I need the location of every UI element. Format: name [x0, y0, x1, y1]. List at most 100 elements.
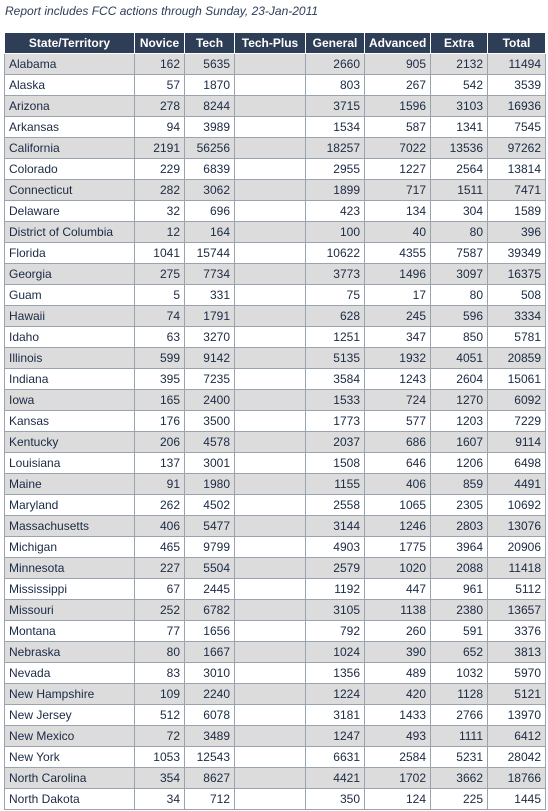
- cell-extra: 2380: [430, 599, 488, 621]
- cell-extra: 304: [430, 200, 488, 222]
- cell-state-territory: Arizona: [4, 95, 135, 117]
- table-row: Kansas 176 3500 1773 577 1203 7229: [4, 410, 546, 432]
- cell-general: 3105: [305, 599, 365, 621]
- cell-general: 3181: [305, 704, 365, 726]
- cell-general: 1899: [305, 179, 365, 201]
- cell-advanced: 447: [364, 578, 431, 600]
- table-row: Iowa 165 2400 1533 724 1270 6092: [4, 389, 546, 411]
- column-header-advanced: Advanced: [364, 32, 431, 54]
- cell-advanced: 347: [364, 326, 431, 348]
- cell-novice: 137: [134, 452, 185, 474]
- cell-total: 18766: [487, 767, 546, 789]
- cell-extra: 542: [430, 74, 488, 96]
- cell-advanced: 245: [364, 305, 431, 327]
- table-row: New Jersey 512 6078 3181 1433 2766 13970: [4, 704, 546, 726]
- cell-novice: 282: [134, 179, 185, 201]
- cell-extra: 596: [430, 305, 488, 327]
- cell-general: 18257: [305, 137, 365, 159]
- table-body: Alabama 162 5635 2660 905 2132 11494 Alaska 57 18…: [4, 53, 546, 810]
- cell-tech-plus: [234, 326, 306, 348]
- cell-state-territory: New Hampshire: [4, 683, 135, 705]
- cell-advanced: 2584: [364, 746, 431, 768]
- cell-state-territory: Guam: [4, 284, 135, 306]
- cell-extra: 225: [430, 788, 488, 810]
- cell-general: 1192: [305, 578, 365, 600]
- cell-tech-plus: [234, 767, 306, 789]
- cell-advanced: 905: [364, 53, 431, 75]
- cell-total: 5121: [487, 683, 546, 705]
- cell-state-territory: New Jersey: [4, 704, 135, 726]
- cell-tech-plus: [234, 116, 306, 138]
- cell-extra: 859: [430, 473, 488, 495]
- cell-total: 5112: [487, 578, 546, 600]
- cell-advanced: 1246: [364, 515, 431, 537]
- cell-novice: 165: [134, 389, 185, 411]
- cell-tech-plus: [234, 305, 306, 327]
- cell-extra: 80: [430, 221, 488, 243]
- cell-tech-plus: [234, 137, 306, 159]
- cell-advanced: 1702: [364, 767, 431, 789]
- table-row: Maryland 262 4502 2558 1065 2305 10692: [4, 494, 546, 516]
- cell-tech: 1656: [184, 620, 235, 642]
- cell-total: 3539: [487, 74, 546, 96]
- cell-general: 3144: [305, 515, 365, 537]
- cell-tech: 7734: [184, 263, 235, 285]
- cell-total: 3813: [487, 641, 546, 663]
- table-row: Louisiana 137 3001 1508 646 1206 6498: [4, 452, 546, 474]
- cell-general: 2558: [305, 494, 365, 516]
- cell-total: 13657: [487, 599, 546, 621]
- cell-tech-plus: [234, 662, 306, 684]
- cell-general: 5135: [305, 347, 365, 369]
- cell-tech: 4502: [184, 494, 235, 516]
- cell-novice: 5: [134, 284, 185, 306]
- column-header-state-territory: State/Territory: [4, 32, 135, 54]
- cell-extra: 7587: [430, 242, 488, 264]
- cell-extra: 1270: [430, 389, 488, 411]
- cell-state-territory: Iowa: [4, 389, 135, 411]
- cell-tech-plus: [234, 95, 306, 117]
- table-row: Kentucky 206 4578 2037 686 1607 9114: [4, 431, 546, 453]
- cell-total: 39349: [487, 242, 546, 264]
- cell-total: 13814: [487, 158, 546, 180]
- cell-tech: 2445: [184, 578, 235, 600]
- cell-tech-plus: [234, 410, 306, 432]
- cell-novice: 599: [134, 347, 185, 369]
- cell-tech-plus: [234, 200, 306, 222]
- cell-novice: 406: [134, 515, 185, 537]
- cell-extra: 5231: [430, 746, 488, 768]
- cell-extra: 2132: [430, 53, 488, 75]
- cell-tech: 5504: [184, 557, 235, 579]
- cell-extra: 1607: [430, 431, 488, 453]
- cell-novice: 275: [134, 263, 185, 285]
- cell-tech-plus: [234, 515, 306, 537]
- cell-tech-plus: [234, 725, 306, 747]
- cell-general: 4421: [305, 767, 365, 789]
- table-row: New York 1053 12543 6631 2584 5231 28042: [4, 746, 546, 768]
- cell-advanced: 577: [364, 410, 431, 432]
- cell-tech: 6782: [184, 599, 235, 621]
- cell-novice: 229: [134, 158, 185, 180]
- cell-advanced: 646: [364, 452, 431, 474]
- cell-tech-plus: [234, 704, 306, 726]
- cell-tech-plus: [234, 347, 306, 369]
- cell-tech: 4578: [184, 431, 235, 453]
- cell-tech: 2400: [184, 389, 235, 411]
- table-row: North Dakota 34 712 350 124 225 1445: [4, 788, 546, 810]
- cell-total: 16375: [487, 263, 546, 285]
- cell-state-territory: North Carolina: [4, 767, 135, 789]
- cell-advanced: 7022: [364, 137, 431, 159]
- column-header-general: General: [305, 32, 365, 54]
- cell-advanced: 420: [364, 683, 431, 705]
- cell-advanced: 493: [364, 725, 431, 747]
- cell-state-territory: District of Columbia: [4, 221, 135, 243]
- table-row: Mississippi 67 2445 1192 447 961 5112: [4, 578, 546, 600]
- cell-tech-plus: [234, 683, 306, 705]
- cell-advanced: 40: [364, 221, 431, 243]
- cell-state-territory: North Dakota: [4, 788, 135, 810]
- cell-total: 11494: [487, 53, 546, 75]
- cell-state-territory: Louisiana: [4, 452, 135, 474]
- cell-state-territory: Alabama: [4, 53, 135, 75]
- cell-extra: 2305: [430, 494, 488, 516]
- cell-advanced: 686: [364, 431, 431, 453]
- cell-general: 792: [305, 620, 365, 642]
